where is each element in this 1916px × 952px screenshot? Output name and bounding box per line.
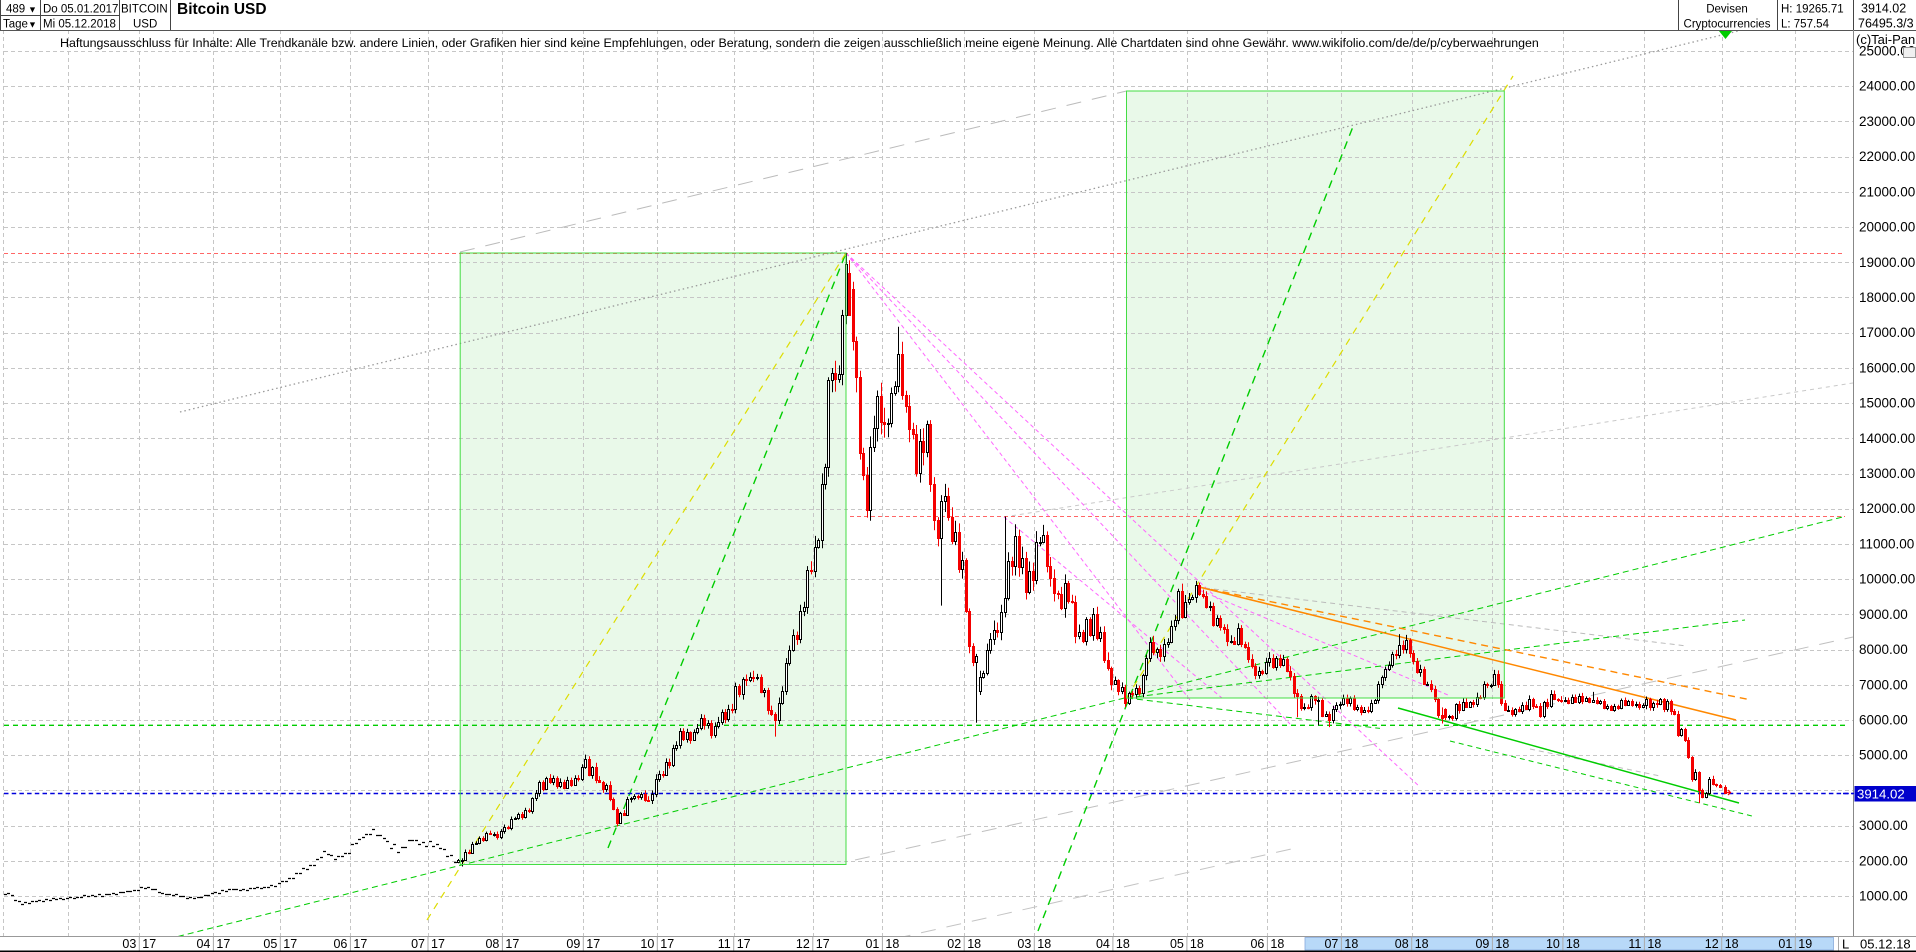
svg-text:03: 03 <box>122 937 136 951</box>
svg-text:10: 10 <box>1546 937 1560 951</box>
svg-text:17000.00: 17000.00 <box>1859 325 1915 340</box>
svg-text:18: 18 <box>967 937 981 951</box>
svg-text:12: 12 <box>796 937 810 951</box>
svg-text:21000.00: 21000.00 <box>1859 184 1915 199</box>
svg-text:18: 18 <box>1647 937 1661 951</box>
svg-text:17: 17 <box>737 937 751 951</box>
svg-text:17: 17 <box>505 937 519 951</box>
svg-text:11: 11 <box>718 937 731 951</box>
svg-text:14000.00: 14000.00 <box>1859 431 1915 446</box>
svg-text:25000.00: 25000.00 <box>1859 44 1915 59</box>
svg-text:17: 17 <box>660 937 674 951</box>
svg-text:06: 06 <box>333 937 347 951</box>
svg-text:1000.00: 1000.00 <box>1859 889 1908 904</box>
svg-text:18: 18 <box>1415 937 1429 951</box>
svg-text:18: 18 <box>1037 937 1051 951</box>
svg-text:10000.00: 10000.00 <box>1859 572 1915 587</box>
svg-text:18: 18 <box>1270 937 1284 951</box>
svg-text:(c)Tai-Pan: (c)Tai-Pan <box>1856 32 1915 47</box>
svg-text:USD: USD <box>133 19 157 31</box>
svg-text:08: 08 <box>1395 937 1409 951</box>
svg-text:Haftungsausschluss für Inhalte: Haftungsausschluss für Inhalte: Alle Tre… <box>60 36 1539 50</box>
svg-text:19: 19 <box>1798 937 1812 951</box>
svg-text:04: 04 <box>196 937 210 951</box>
svg-text:▼: ▼ <box>28 20 37 30</box>
svg-text:15000.00: 15000.00 <box>1859 396 1915 411</box>
svg-text:10: 10 <box>640 937 654 951</box>
svg-text:Mi 05.12.2018: Mi 05.12.2018 <box>43 19 116 31</box>
svg-text:3914.02: 3914.02 <box>1857 787 1905 802</box>
svg-text:17: 17 <box>816 937 830 951</box>
svg-text:09: 09 <box>1475 937 1489 951</box>
svg-text:3000.00: 3000.00 <box>1859 818 1908 833</box>
svg-text:16000.00: 16000.00 <box>1859 360 1915 375</box>
svg-text:18: 18 <box>1566 937 1580 951</box>
svg-text:18: 18 <box>885 937 899 951</box>
svg-text:18: 18 <box>1495 937 1509 951</box>
svg-text:05: 05 <box>263 937 277 951</box>
svg-text:20000.00: 20000.00 <box>1859 220 1915 235</box>
svg-text:05: 05 <box>1170 937 1184 951</box>
svg-text:76495.3/3: 76495.3/3 <box>1858 17 1914 31</box>
svg-text:17: 17 <box>216 937 230 951</box>
svg-text:5000.00: 5000.00 <box>1859 748 1908 763</box>
svg-text:18: 18 <box>1725 937 1739 951</box>
svg-text:Do 05.01.2017: Do 05.01.2017 <box>43 4 118 16</box>
svg-text:06: 06 <box>1250 937 1264 951</box>
svg-text:07: 07 <box>1324 937 1338 951</box>
svg-text:Cryptocurrencies: Cryptocurrencies <box>1684 19 1771 31</box>
svg-text:9000.00: 9000.00 <box>1859 607 1908 622</box>
svg-text:17: 17 <box>353 937 367 951</box>
svg-text:7000.00: 7000.00 <box>1859 677 1908 692</box>
svg-text:Tage: Tage <box>3 19 28 31</box>
svg-text:05.12.18: 05.12.18 <box>1860 937 1911 952</box>
svg-text:6000.00: 6000.00 <box>1859 713 1908 728</box>
svg-text:H: 19265.71: H: 19265.71 <box>1781 4 1844 16</box>
svg-text:489: 489 <box>6 4 25 16</box>
svg-text:L: 757.54: L: 757.54 <box>1781 19 1830 31</box>
svg-text:24000.00: 24000.00 <box>1859 79 1915 94</box>
svg-text:12000.00: 12000.00 <box>1859 501 1915 516</box>
svg-text:3914.02: 3914.02 <box>1861 2 1906 16</box>
svg-text:18: 18 <box>1190 937 1204 951</box>
svg-text:12: 12 <box>1705 937 1719 951</box>
svg-text:L: L <box>1842 937 1849 952</box>
svg-text:23000.00: 23000.00 <box>1859 114 1915 129</box>
svg-text:17: 17 <box>283 937 297 951</box>
svg-text:8000.00: 8000.00 <box>1859 642 1908 657</box>
svg-text:19000.00: 19000.00 <box>1859 255 1915 270</box>
svg-text:18: 18 <box>1116 937 1130 951</box>
svg-text:17: 17 <box>586 937 600 951</box>
svg-text:08: 08 <box>485 937 499 951</box>
svg-text:18000.00: 18000.00 <box>1859 290 1915 305</box>
svg-text:Bitcoin USD: Bitcoin USD <box>177 1 267 18</box>
svg-text:11000.00: 11000.00 <box>1859 537 1914 552</box>
svg-text:03: 03 <box>1017 937 1031 951</box>
svg-text:17: 17 <box>431 937 445 951</box>
svg-text:02: 02 <box>947 937 961 951</box>
svg-text:18: 18 <box>1344 937 1358 951</box>
svg-text:Devisen: Devisen <box>1706 4 1748 16</box>
svg-text:22000.00: 22000.00 <box>1859 149 1915 164</box>
svg-text:BITCOIN: BITCOIN <box>121 4 168 16</box>
svg-text:13000.00: 13000.00 <box>1859 466 1915 481</box>
svg-text:09: 09 <box>566 937 580 951</box>
svg-text:2000.00: 2000.00 <box>1859 853 1908 868</box>
svg-text:01: 01 <box>865 937 879 951</box>
svg-text:17: 17 <box>142 937 156 951</box>
svg-text:▼: ▼ <box>28 5 37 15</box>
svg-text:07: 07 <box>411 937 425 951</box>
svg-text:01: 01 <box>1778 937 1792 951</box>
svg-text:04: 04 <box>1096 937 1110 951</box>
svg-text:11: 11 <box>1628 937 1641 951</box>
